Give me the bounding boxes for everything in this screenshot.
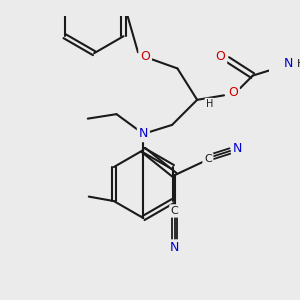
Text: O: O: [215, 50, 225, 63]
Text: N: N: [139, 128, 148, 140]
Text: N: N: [170, 241, 179, 254]
Text: C: C: [204, 154, 212, 164]
Text: C: C: [171, 206, 178, 216]
Text: O: O: [140, 50, 150, 63]
Text: N: N: [284, 58, 293, 70]
Text: N: N: [233, 142, 242, 155]
Text: H: H: [206, 99, 213, 109]
Text: H: H: [297, 59, 300, 69]
Text: O: O: [228, 86, 238, 99]
